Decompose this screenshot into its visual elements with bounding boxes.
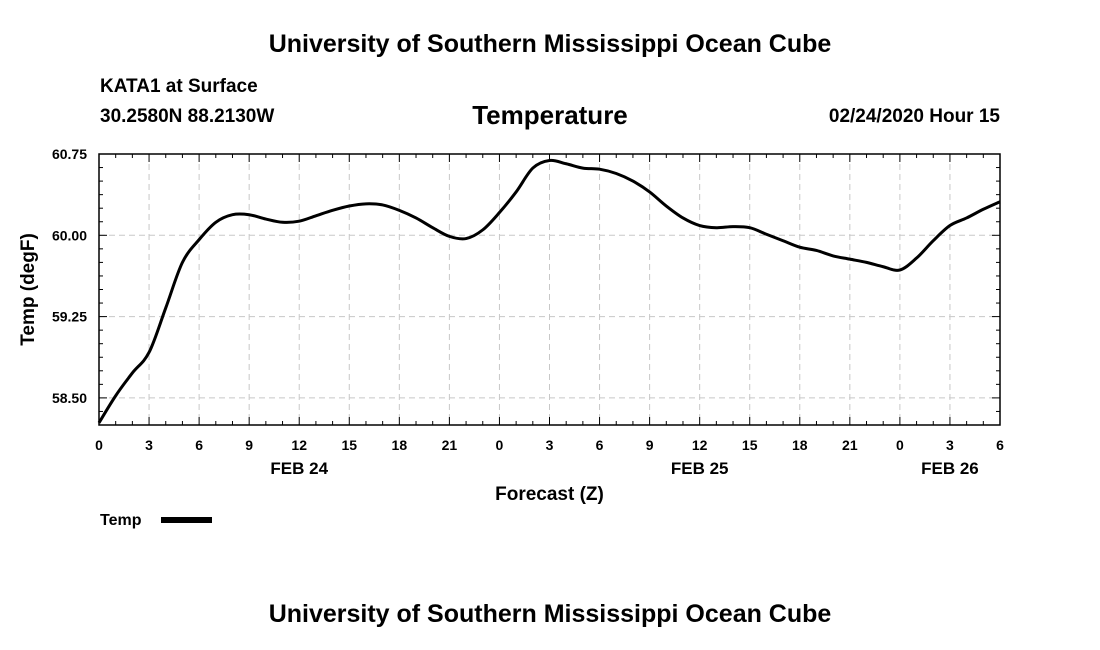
x-tick-label: 15 bbox=[341, 437, 357, 453]
x-tick-label: 6 bbox=[996, 437, 1004, 453]
x-tick-label: 0 bbox=[496, 437, 504, 453]
station-coords: 30.2580N 88.2130W bbox=[100, 106, 275, 127]
x-tick-label: 12 bbox=[291, 437, 307, 453]
forecast-datetime: 02/24/2020 Hour 15 bbox=[828, 106, 1000, 127]
x-tick-label: 21 bbox=[842, 437, 858, 453]
x-axis-title: Forecast (Z) bbox=[495, 484, 604, 505]
x-tick-label: 3 bbox=[946, 437, 954, 453]
x-tick-label: 3 bbox=[145, 437, 153, 453]
y-tick-label: 60.00 bbox=[52, 227, 87, 243]
x-tick-label: 9 bbox=[646, 437, 654, 453]
chart-title-bottom: University of Southern Mississippi Ocean… bbox=[268, 600, 832, 628]
x-tick-label: 21 bbox=[442, 437, 458, 453]
y-tick-label: 60.75 bbox=[52, 146, 87, 162]
x-tick-label: 0 bbox=[896, 437, 904, 453]
legend-label: Temp bbox=[100, 512, 142, 529]
x-tick-label: 6 bbox=[195, 437, 203, 453]
y-tick-label: 58.50 bbox=[52, 390, 87, 406]
x-date-label: FEB 26 bbox=[921, 459, 979, 478]
x-tick-label: 15 bbox=[742, 437, 758, 453]
variable-title: Temperature bbox=[472, 100, 628, 130]
series-line-temp bbox=[97, 158, 1001, 424]
x-date-label: FEB 24 bbox=[270, 459, 328, 478]
x-tick-label: 18 bbox=[792, 437, 808, 453]
x-tick-label: 0 bbox=[95, 437, 103, 453]
chart-title-top: University of Southern Mississippi Ocean… bbox=[268, 30, 832, 58]
x-tick-label: 6 bbox=[596, 437, 604, 453]
x-tick-label: 9 bbox=[245, 437, 253, 453]
x-date-label: FEB 25 bbox=[671, 459, 729, 478]
y-tick-label: 59.25 bbox=[52, 309, 87, 325]
x-tick-label: 18 bbox=[392, 437, 408, 453]
x-tick-label: 3 bbox=[546, 437, 554, 453]
y-axis-title: Temp (degF) bbox=[18, 233, 39, 346]
station-label: KATA1 at Surface bbox=[100, 76, 258, 97]
x-tick-label: 12 bbox=[692, 437, 708, 453]
